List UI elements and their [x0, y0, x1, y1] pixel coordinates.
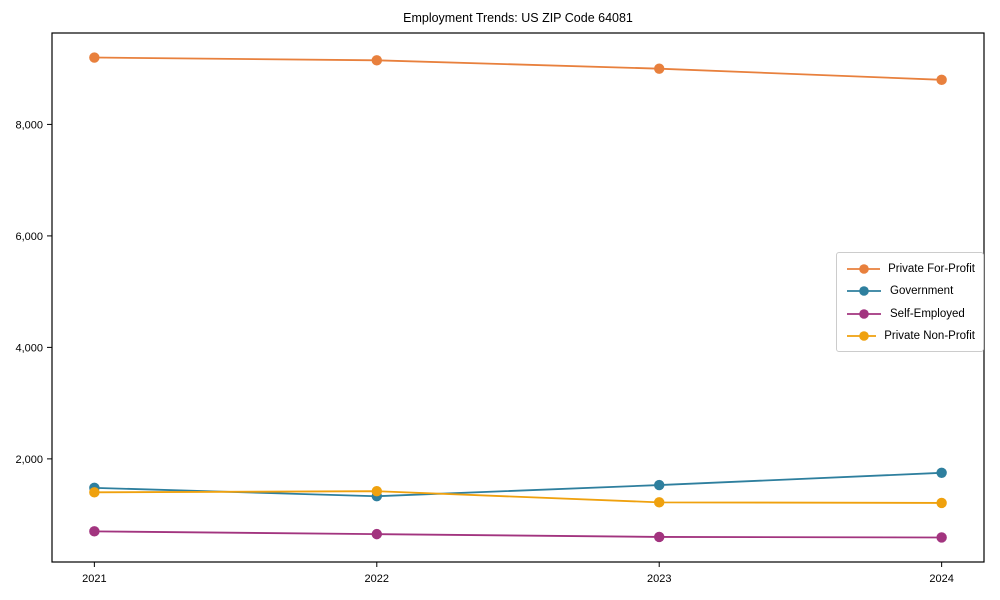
y-tick-label: 4,000 — [15, 342, 43, 354]
legend-marker-icon — [847, 331, 877, 341]
legend-label: Private For-Profit — [888, 263, 975, 275]
data-point-self-employed-2023 — [654, 531, 665, 543]
data-point-private-for-profit-2023 — [654, 63, 665, 74]
y-tick-label: 6,000 — [15, 231, 43, 243]
x-tick-label: 2021 — [82, 573, 106, 585]
data-point-self-employed-2021 — [89, 526, 100, 537]
legend-label: Private Non-Profit — [884, 329, 975, 342]
legend-marker-icon — [847, 308, 881, 319]
y-tick-label: 2,000 — [15, 454, 43, 466]
data-point-self-employed-2022 — [371, 528, 382, 540]
legend-marker-icon — [847, 286, 881, 297]
data-point-government-2024 — [936, 467, 947, 479]
chart-title: Employment Trends: US ZIP Code 64081 — [403, 11, 633, 25]
data-point-private-non-profit-2022 — [371, 486, 382, 497]
legend-item-government: Government — [846, 284, 975, 298]
line-self-employed — [94, 530, 942, 539]
data-point-private-non-profit-2023 — [654, 497, 665, 508]
line-private-non-profit — [94, 490, 942, 504]
legend-marker-icon — [847, 264, 881, 274]
legend-item-self-employed: Self-Employed — [846, 307, 975, 321]
legend: Private For-Profit Government Self-Employe… — [836, 252, 984, 352]
legend-item-private-non-profit: Private Non-Profit — [846, 329, 975, 343]
data-point-government-2023 — [654, 479, 665, 491]
y-tick-label: 8,000 — [15, 119, 43, 131]
x-tick-label: 2023 — [647, 573, 671, 585]
legend-label: Government — [890, 285, 954, 298]
data-point-private-non-profit-2021 — [89, 487, 100, 498]
line-private-for-profit — [94, 56, 942, 81]
legend-label: Self-Employed — [890, 307, 965, 320]
data-point-private-non-profit-2024 — [936, 497, 947, 509]
data-point-private-for-profit-2022 — [371, 55, 382, 66]
legend-item-private-for-profit: Private For-Profit — [846, 262, 975, 276]
axes-spines — [51, 32, 985, 563]
data-point-private-for-profit-2021 — [89, 52, 100, 63]
data-point-private-for-profit-2024 — [936, 74, 947, 86]
x-tick-label: 2022 — [365, 573, 389, 585]
data-point-self-employed-2024 — [936, 532, 947, 543]
x-tick-label: 2024 — [929, 573, 953, 585]
